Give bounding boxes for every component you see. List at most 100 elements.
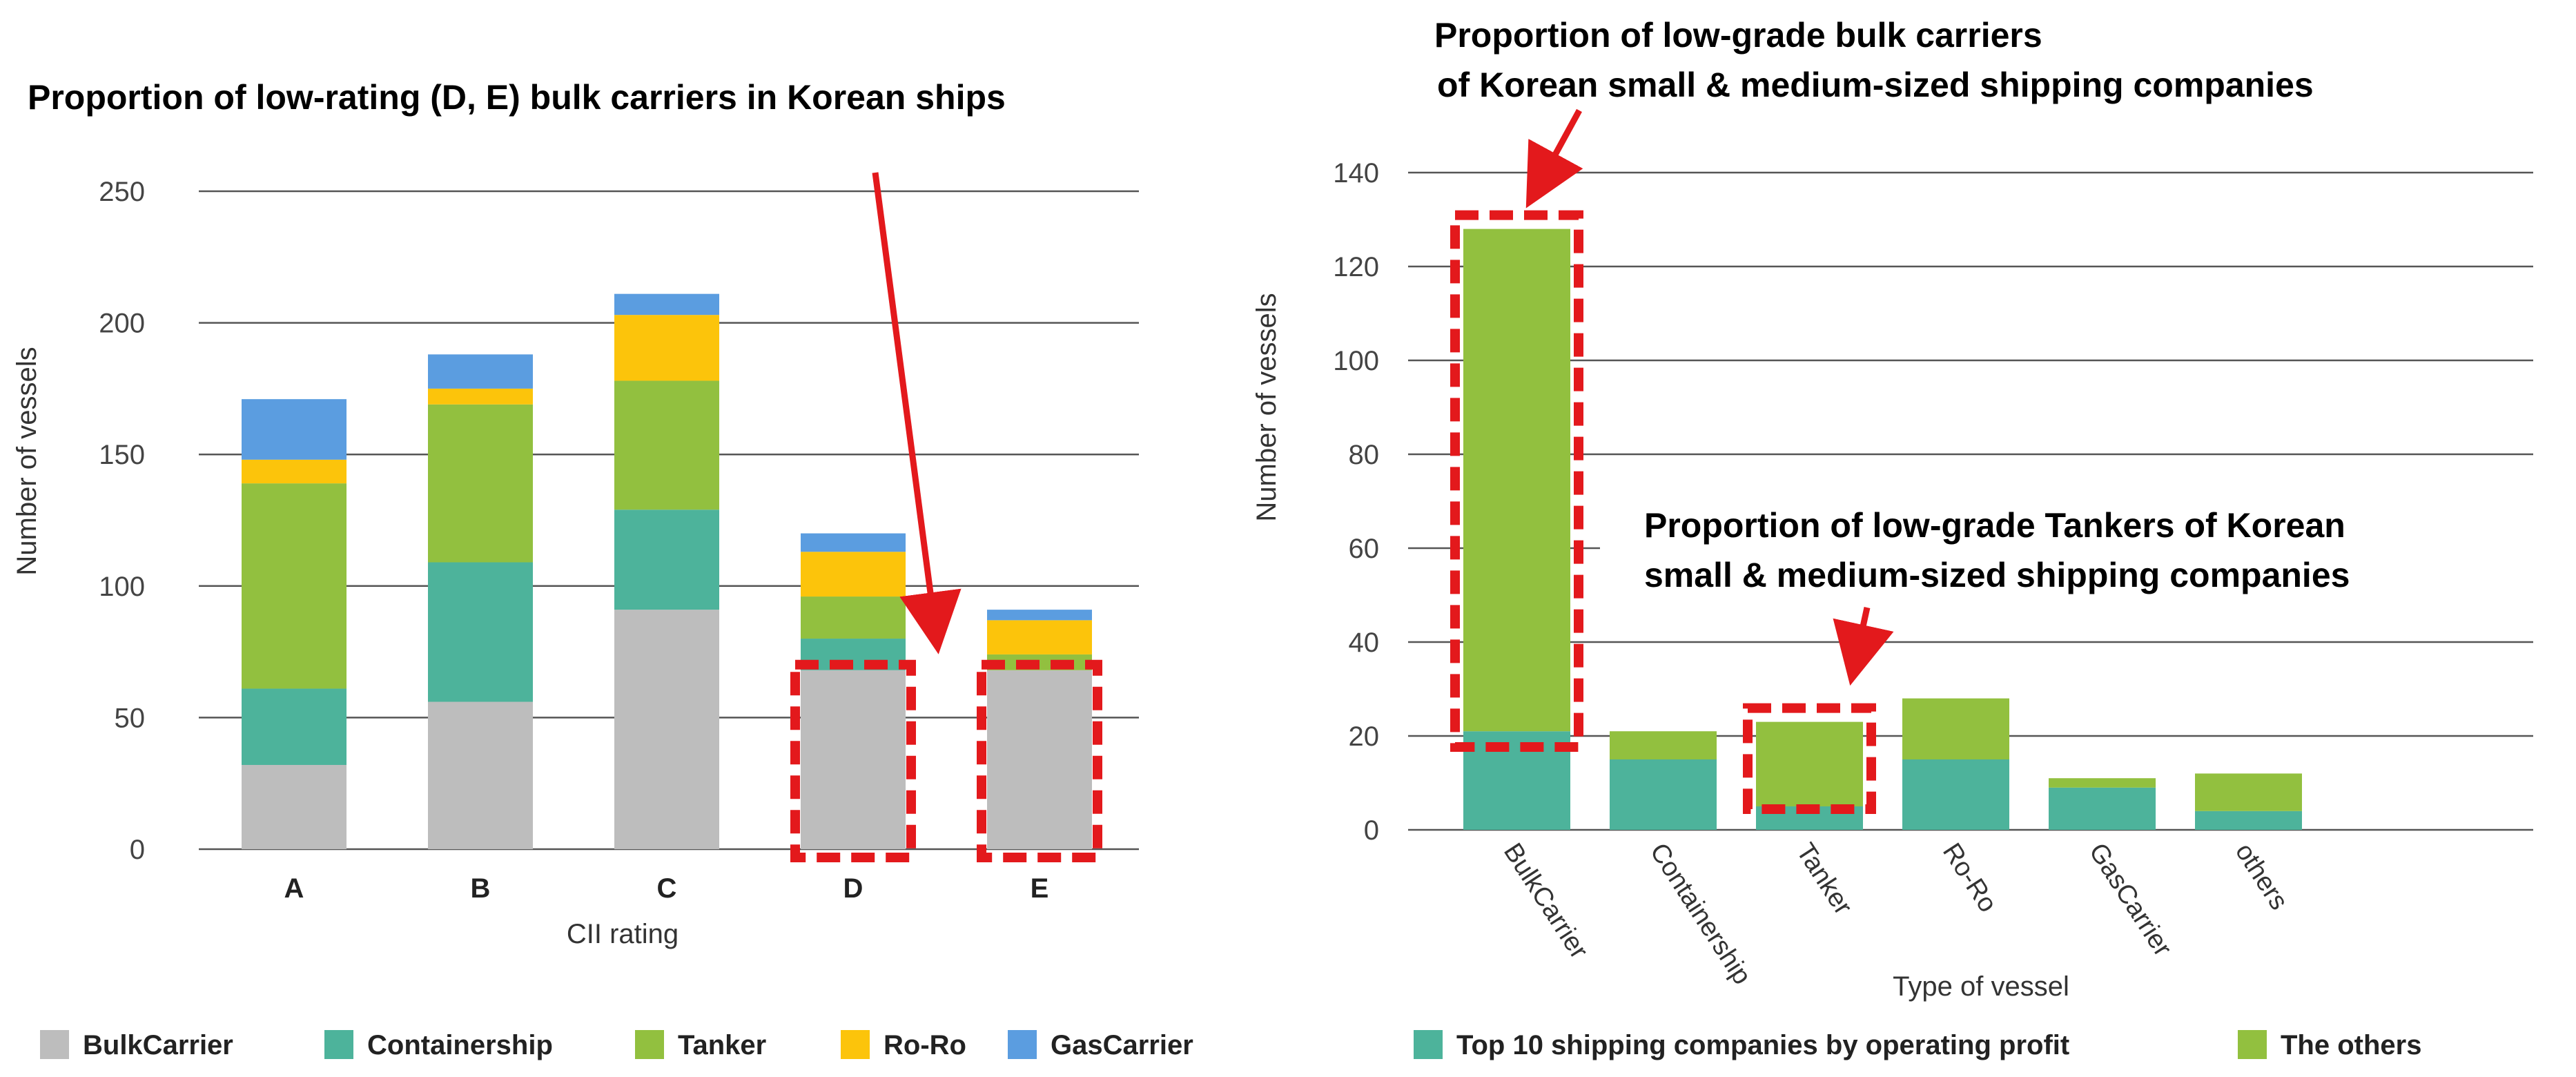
annotation-tanker-line1: Proportion of low-grade Tankers of Korea…: [1644, 506, 2345, 545]
y-tick-label: 50: [115, 703, 146, 733]
right-chart-bars: [1463, 229, 2302, 830]
highlight-box-e: [977, 659, 1102, 862]
right-chart: Proportion of low-grade bulk carriers of…: [1251, 16, 2566, 1060]
bar-the-others-gascarrier: [2049, 778, 2156, 788]
bar-ro-ro-d: [801, 552, 906, 597]
legend-item-gascarrier: GasCarrier: [1008, 1030, 1193, 1060]
bar-containership-b: [428, 562, 533, 702]
bar-ro-ro-e: [987, 620, 1092, 654]
y-tick-label: 150: [99, 440, 145, 470]
right-chart-highlights: [1450, 210, 1876, 814]
bar-tanker-a: [242, 483, 347, 689]
right-chart-arrow-tanker: [1833, 607, 1894, 686]
legend-label: Top 10 shipping companies by operating p…: [1456, 1030, 2069, 1060]
y-tick-label: 120: [1333, 252, 1379, 282]
x-tick-label-containership: Containership: [1644, 838, 1757, 990]
bar-bulkcarrier-c: [614, 610, 719, 849]
y-tick-label: 0: [1364, 815, 1379, 846]
legend-item-tanker: Tanker: [635, 1030, 766, 1060]
legend-swatch: [1008, 1030, 1037, 1059]
legend-label: BulkCarrier: [83, 1030, 233, 1060]
legend-item-bulkcarrier: BulkCarrier: [40, 1030, 233, 1060]
bar-gascarrier-e: [987, 610, 1092, 621]
bar-containership-a: [242, 688, 347, 766]
legend-swatch: [635, 1030, 664, 1059]
annotation-bulk-line1: Proportion of low-grade bulk carriers: [1434, 16, 2042, 55]
bar-gascarrier-a: [242, 399, 347, 460]
legend-swatch: [1414, 1030, 1443, 1059]
left-chart-arrow: [872, 172, 962, 654]
y-tick-label: 20: [1349, 721, 1380, 752]
x-tick-label-others: others: [2229, 838, 2294, 915]
bar-tanker-d: [801, 596, 906, 639]
bar-tanker-c: [614, 380, 719, 510]
y-tick-label: 0: [130, 835, 145, 865]
y-tick-label: 100: [99, 572, 145, 602]
legend-label: Containership: [367, 1030, 553, 1060]
annotation-bulk-line2: of Korean small & medium-sized shipping …: [1437, 66, 2314, 104]
x-tick-label-c: C: [657, 873, 677, 904]
bar-gascarrier-c: [614, 293, 719, 316]
bar-top-10-shipping-companies-by-operating-profit-others: [2195, 811, 2302, 830]
bar-the-others-containership: [1610, 731, 1717, 759]
highlight-box-d: [790, 659, 916, 862]
highlight-box-tanker: [1743, 703, 1876, 814]
legend-label: Tanker: [678, 1030, 766, 1060]
y-tick-label: 250: [99, 177, 145, 207]
legend-item-ro-ro: Ro-Ro: [841, 1030, 966, 1060]
left-chart-y-axis-label: Number of vessels: [12, 347, 42, 575]
highlight-box-bulkcarrier: [1450, 210, 1583, 753]
bar-ro-ro-a: [242, 459, 347, 484]
right-chart-y-ticks: 0 20 40 60 80 100 120 140: [1333, 158, 1379, 846]
bar-containership-c: [614, 510, 719, 610]
left-chart-y-ticks: 0 50 100 150 200 250: [99, 177, 145, 865]
legend-label: GasCarrier: [1051, 1030, 1193, 1060]
right-chart-legend: Top 10 shipping companies by operating p…: [1414, 1030, 2421, 1060]
x-tick-label-tanker: Tanker: [1790, 838, 1858, 920]
left-chart-x-axis-label: CII rating: [567, 919, 679, 949]
bar-top-10-shipping-companies-by-operating-profit-containership: [1610, 759, 1717, 830]
x-tick-label-e: E: [1031, 873, 1049, 904]
y-tick-label: 140: [1333, 158, 1379, 188]
bar-the-others-tanker: [1756, 721, 1863, 806]
y-tick-label: 80: [1349, 440, 1380, 470]
bar-top-10-shipping-companies-by-operating-profit-bulkcarrier: [1463, 731, 1570, 830]
bar-ro-ro-b: [428, 388, 533, 405]
y-tick-label: 60: [1349, 534, 1380, 564]
bar-the-others-ro-ro: [1902, 698, 2009, 759]
annotation-tanker-line2: small & medium-sized shipping companies: [1644, 556, 2350, 594]
bar-bulkcarrier-a: [242, 765, 347, 849]
bar-the-others-bulkcarrier: [1463, 229, 1570, 732]
left-chart-bars: [242, 293, 1092, 849]
legend-swatch: [841, 1030, 870, 1059]
bar-bulkcarrier-b: [428, 701, 533, 849]
annotation-tanker-label-bg: [1600, 492, 2566, 602]
bar-gascarrier-d: [801, 533, 906, 552]
bar-top-10-shipping-companies-by-operating-profit-ro-ro: [1902, 759, 2009, 830]
x-tick-label-a: A: [284, 873, 304, 904]
x-tick-label-d: D: [843, 873, 863, 904]
bar-top-10-shipping-companies-by-operating-profit-gascarrier: [2049, 787, 2156, 830]
left-chart-x-ticks: A B C D E: [284, 873, 1049, 904]
right-chart-x-axis-label: Type of vessel: [1893, 971, 2069, 1002]
legend-item-containership: Containership: [324, 1030, 553, 1060]
legend-swatch: [40, 1030, 69, 1059]
legend-swatch: [324, 1030, 353, 1059]
x-tick-label-bulkcarrier: BulkCarrier: [1498, 838, 1594, 964]
legend-item-top-10-shipping-companies-by-operating-profit: Top 10 shipping companies by operating p…: [1414, 1030, 2069, 1060]
y-tick-label: 40: [1349, 628, 1380, 658]
legend-label: Ro-Ro: [884, 1030, 966, 1060]
right-chart-x-ticks: BulkCarrier Containership Tanker Ro-Ro GasCa…: [1498, 838, 2294, 990]
left-chart-title: Proportion of low-rating (D, E) bulk car…: [28, 78, 1006, 117]
x-tick-label-ro-ro: Ro-Ro: [1937, 838, 2002, 918]
left-chart-highlights: [790, 659, 1102, 862]
right-chart-y-axis-label: Number of vessels: [1251, 293, 1282, 521]
bar-bulkcarrier-e: [987, 670, 1092, 849]
bar-ro-ro-c: [614, 315, 719, 381]
left-chart: Proportion of low-rating (D, E) bulk car…: [12, 78, 1193, 1060]
y-tick-label: 100: [1333, 346, 1379, 376]
legend-swatch: [2238, 1030, 2267, 1059]
legend-item-the-others: The others: [2238, 1030, 2421, 1060]
right-chart-arrow-bulk: [1525, 108, 1583, 208]
